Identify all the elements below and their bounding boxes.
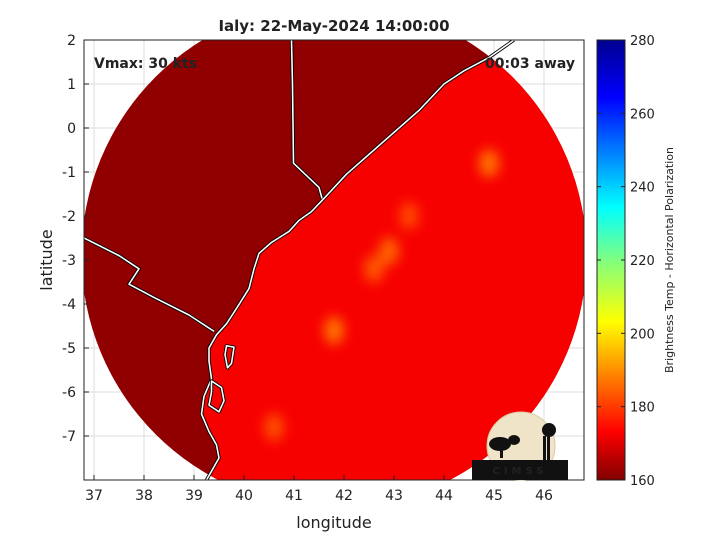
x-tick-label: 38 [135,488,153,504]
cold-spot [264,413,284,442]
vmax-annotation: Vmax: 30 kts [94,56,197,72]
colorbar [596,39,626,481]
colorbar-tick-label: 160 [630,474,655,489]
y-axis-ticks: 2 1 0 -1 -2 -3 -4 -5 -6 -7 [62,33,89,445]
country-border [290,40,323,199]
y-tick-label: -3 [62,253,76,269]
y-tick-label: 2 [67,33,76,49]
x-tick-label: 37 [85,488,103,504]
colorbar-tick-label: 220 [630,254,655,269]
island-outline [224,345,235,369]
colorbar-label: Brightness Temp - Horizontal Polarizatio… [663,147,676,373]
colorbar-tick-label: 180 [630,401,655,416]
cold-spot [364,254,384,283]
x-axis-label: longitude [296,513,371,532]
country-border [84,237,215,332]
x-tick-label: 43 [385,488,403,504]
cimss-logo: CIMSS [472,411,568,481]
swath-ocean-field [201,40,584,480]
y-tick-label: 0 [67,121,76,137]
coastline-borders [84,40,515,480]
y-tick-label: -2 [62,209,76,225]
y-tick-label: -5 [62,341,76,357]
x-tick-label: 40 [235,488,253,504]
colorbar-tick-label: 200 [630,327,655,342]
x-tick-label: 42 [335,488,353,504]
microwave-swath [84,40,584,480]
colorbar-tick-label: 260 [630,107,655,122]
colorbar-tick-label: 280 [630,34,655,49]
cold-spot [324,316,344,345]
cold-spot [379,237,399,266]
colorbar-ticks: 280 260 240 220 200 180 160 [597,34,655,489]
y-tick-label: -4 [62,297,76,313]
y-tick-label: 1 [67,77,76,93]
y-tick-label: -6 [62,385,76,401]
y-tick-label: -1 [62,165,76,181]
x-tick-label: 46 [535,488,553,504]
x-tick-label: 41 [285,488,303,504]
cold-spot [479,149,499,178]
y-axis-label: latitude [37,229,56,290]
x-tick-label: 39 [185,488,203,504]
x-axis-ticks: 37 38 39 40 41 42 43 44 45 46 [85,475,553,504]
logo-text: CIMSS [493,466,548,477]
x-tick-label: 44 [435,488,453,504]
colorbar-tick-label: 240 [630,181,655,196]
figure-title: Ialy: 22-May-2024 14:00:00 [218,17,449,35]
cold-spots [264,149,499,442]
time-offset-annotation: 00:03 away [485,56,575,72]
cold-spot [399,202,419,230]
island-outline [208,380,225,413]
y-tick-label: -7 [62,429,76,445]
x-tick-label: 45 [485,488,503,504]
coastline [200,40,515,480]
